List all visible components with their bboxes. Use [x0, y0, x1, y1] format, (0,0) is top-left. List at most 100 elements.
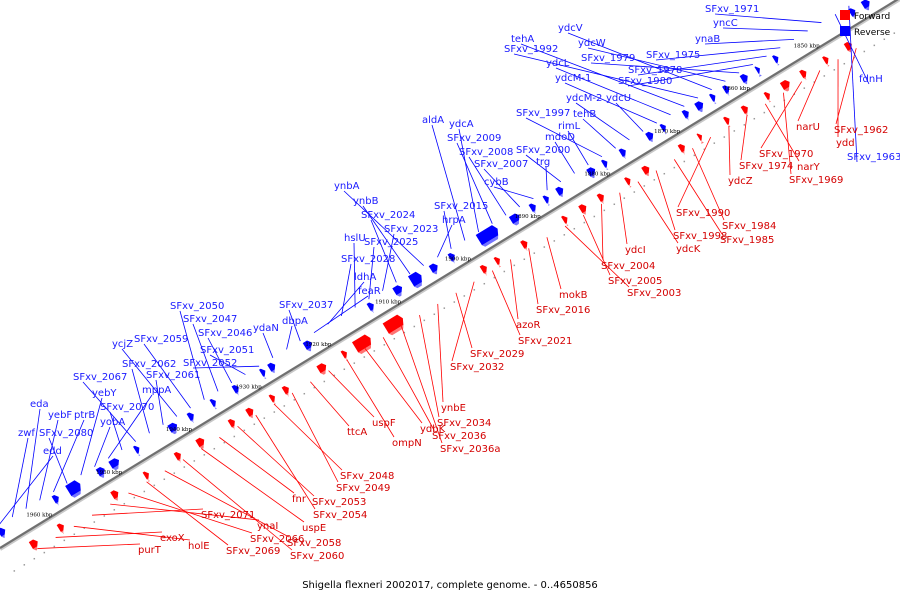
- gene-arrow: [561, 214, 569, 223]
- ruler-dot: [504, 271, 506, 273]
- leader-line: [547, 237, 561, 289]
- kbp-tick-label: 1930 kbp: [236, 385, 263, 391]
- reverse-gene: [543, 194, 553, 206]
- ruler-dot: [884, 39, 886, 41]
- gene-label: ynbA: [334, 181, 360, 192]
- ruler-dot: [344, 369, 346, 371]
- gene-label: hslU: [344, 233, 366, 244]
- gene-label: SFxv_2029: [470, 349, 524, 360]
- gene-label: mdoD: [545, 132, 575, 143]
- gene-label: eda: [30, 399, 49, 410]
- ruler-dot: [554, 240, 556, 242]
- gene-label: SFxv_2061: [146, 370, 200, 381]
- gene-label: SFxv_2051: [200, 345, 254, 356]
- leader-line: [438, 304, 443, 402]
- gene-label: SFxv_2070: [100, 402, 154, 413]
- forward-gene: [480, 263, 491, 276]
- forward-gene: [352, 333, 375, 355]
- gene-arrow: [697, 132, 705, 141]
- ruler-dot: [894, 32, 896, 34]
- gene-label: tehB: [573, 109, 596, 120]
- ruler-dot: [624, 197, 626, 199]
- ruler-dot: [574, 228, 576, 230]
- gene-label: exoX: [160, 533, 185, 544]
- ruler-dot: [74, 534, 76, 536]
- ruler-dot: [804, 87, 806, 89]
- gene-label: ynbB: [353, 196, 379, 207]
- forward-gene: [696, 132, 706, 144]
- gene-arrow: [210, 397, 218, 406]
- kbp-tick-label: 1960 kbp: [26, 512, 53, 518]
- ruler-dot: [274, 411, 276, 413]
- gene-label: SFxv_2024: [361, 210, 415, 221]
- reverse-gene: [429, 262, 442, 276]
- kbp-tick-label: 1920 kbp: [305, 342, 332, 348]
- leader-line: [601, 204, 603, 260]
- leader-line: [292, 393, 338, 482]
- gene-label: SFxv_2032: [450, 362, 504, 373]
- ruler-dot: [584, 222, 586, 224]
- gene-label: SFxv_1980: [618, 76, 672, 87]
- gene-arrow: [52, 493, 61, 503]
- forward-gene: [282, 384, 293, 397]
- ruler-dot: [254, 424, 256, 426]
- gene-label: yobA: [100, 417, 125, 428]
- gene-arrow: [529, 202, 538, 212]
- reverse-gene: [709, 92, 719, 104]
- forward-gene: [195, 436, 208, 450]
- ruler-dot: [664, 173, 666, 175]
- gene-label: SFxv_2037: [279, 300, 333, 311]
- kbp-tick-label: 1870 kbp: [654, 129, 681, 135]
- gene-label: trg: [536, 157, 550, 168]
- gene-label: SFxv_1963: [847, 152, 900, 163]
- ruler-dot: [684, 161, 686, 163]
- gene-arrow: [174, 450, 183, 460]
- leader-line: [729, 126, 730, 175]
- gene-label: SFxv_2080: [39, 428, 93, 439]
- gene-label: ydcI: [625, 245, 646, 256]
- gene-arrow: [57, 522, 66, 532]
- gene-label: SFxv_2052: [183, 358, 237, 369]
- gene-arrow: [754, 65, 762, 74]
- gene-arrow: [228, 417, 237, 427]
- leader-line: [256, 415, 315, 509]
- legend-reverse-label: Reverse: [854, 28, 891, 38]
- reverse-gene: [210, 397, 220, 409]
- gene-label: SFxv_2067: [73, 372, 127, 383]
- legend: Forward Reverse: [840, 10, 891, 38]
- forward-gene: [316, 362, 329, 376]
- gene-labels: purTexoXholESFxv_2071ynaISFxv_2066SFxv_2…: [18, 4, 900, 562]
- leader-line: [263, 333, 273, 358]
- leader-line: [761, 82, 802, 148]
- leader-line: [741, 115, 747, 160]
- gene-label: ydcA: [449, 119, 474, 130]
- ruler-dot: [234, 436, 236, 438]
- gene-label: rimL: [558, 121, 581, 132]
- gene-label: SFxv_1971: [705, 4, 759, 15]
- gene-label: fnr: [292, 494, 307, 505]
- ruler-dot: [764, 112, 766, 114]
- leader-line: [37, 544, 140, 549]
- gene-arrow: [29, 538, 40, 549]
- forward-gene: [764, 90, 774, 102]
- leader-line: [310, 382, 349, 426]
- gene-arrow: [772, 54, 780, 63]
- gene-arrow: [195, 436, 206, 447]
- gene-label: SFxv_2015: [434, 201, 488, 212]
- gene-label: SFxv_2054: [313, 510, 367, 521]
- gene-label: yncC: [713, 18, 738, 29]
- ruler-dot: [874, 45, 876, 47]
- gene-label: SFxv_2049: [336, 483, 390, 494]
- leader-line: [420, 315, 439, 417]
- leader-line: [656, 171, 675, 230]
- ruler-dot: [634, 191, 636, 193]
- gene-label: SFxv_2023: [384, 224, 438, 235]
- leader-line: [529, 248, 538, 304]
- leader-line: [49, 438, 67, 484]
- ruler-dot: [434, 314, 436, 316]
- forward-gene: [494, 255, 504, 267]
- ruler-dot: [374, 350, 376, 352]
- forward-gene: [822, 55, 832, 67]
- gene-label: ynaI: [257, 521, 278, 532]
- ruler-dot: [294, 399, 296, 401]
